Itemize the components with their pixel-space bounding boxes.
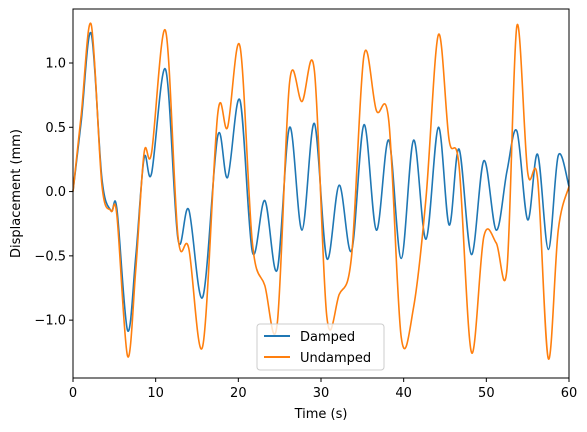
x-tick-label: 30 (313, 386, 330, 401)
x-tick-label: 60 (561, 386, 578, 401)
x-tick-label: 10 (147, 386, 164, 401)
x-tick-label: 50 (478, 386, 495, 401)
x-ticks: 0 10 20 30 40 50 60 (69, 378, 577, 401)
x-axis-label: Time (s) (294, 407, 348, 422)
x-tick-label: 20 (230, 386, 247, 401)
legend-label-damped: Damped (300, 330, 355, 345)
y-tick-label: 0.0 (45, 185, 66, 200)
legend-label-undamped: Undamped (300, 351, 371, 366)
plot-frame (72, 8, 570, 379)
x-tick-label: 0 (69, 386, 77, 401)
y-tick-label: 0.5 (45, 121, 66, 136)
y-tick-label: −0.5 (34, 249, 66, 264)
y-axis-label: Displacement (mm) (9, 129, 24, 258)
y-tick-label: −1.0 (34, 314, 66, 329)
series-line-undamped (72, 22, 570, 360)
legend: Damped Undamped (256, 323, 385, 371)
series-layer (72, 22, 570, 360)
x-tick-label: 40 (395, 386, 412, 401)
y-tick-label: 1.0 (45, 57, 66, 72)
y-ticks: 1.0 0.5 0.0 −0.5 −1.0 (34, 57, 73, 329)
